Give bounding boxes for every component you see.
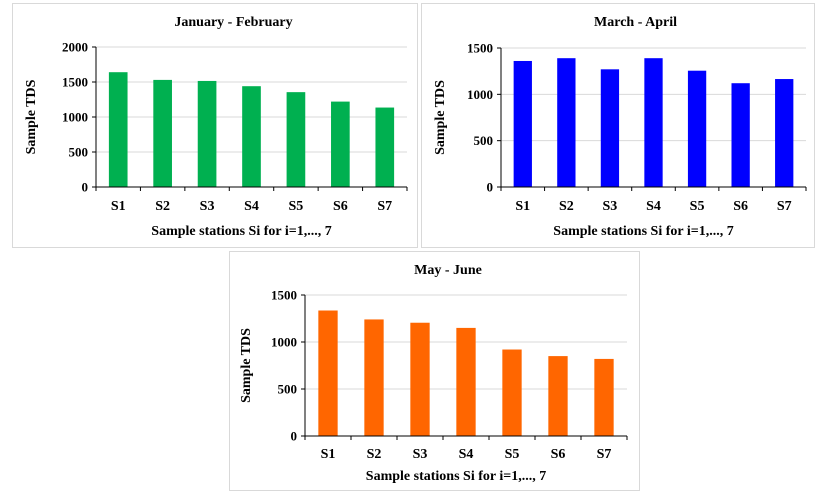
bar-s1: [108, 72, 128, 187]
x-tick-label-s3: S3: [603, 199, 618, 214]
bar-s2: [153, 79, 172, 187]
y-tick-label: 1000: [467, 87, 493, 102]
y-axis-label: Sample TDS: [24, 79, 39, 154]
y-tick-label: 0: [291, 429, 298, 444]
bar-s3: [197, 80, 217, 187]
bar-s7: [594, 358, 614, 436]
x-tick-label-s4: S4: [646, 199, 661, 214]
x-tick-label-s7: S7: [777, 199, 792, 214]
bar-s6: [548, 356, 568, 436]
bar-s6: [331, 101, 350, 187]
bar-s1: [318, 310, 338, 436]
x-tick-label-s2: S2: [155, 199, 170, 214]
bar-s2: [557, 58, 576, 188]
y-tick-label: 1500: [467, 41, 493, 56]
x-tick-label-s1: S1: [321, 447, 336, 462]
x-tick-label-s2: S2: [559, 199, 574, 214]
y-axis-label: Sample TDS: [239, 328, 254, 403]
y-tick-label: 1000: [271, 335, 297, 350]
x-tick-label-s2: S2: [367, 447, 382, 462]
x-tick-label-s5: S5: [690, 199, 705, 214]
chart-svg-may-jun: 0 500 1000 1500 S1 S2 S3 S4 S5 S6 S7 May - June Samp…: [239, 263, 628, 484]
y-tick-label: 2000: [62, 40, 88, 55]
x-tick-label-s6: S6: [333, 199, 348, 214]
x-tick-label-s3: S3: [413, 447, 428, 462]
bar-s7: [375, 107, 395, 187]
bar-s7: [775, 79, 794, 187]
chart-title: May - June: [414, 263, 482, 278]
chart-svg-jan-feb: 0 500 1000 1500 2000 S1 S2 S3 S4 S5 S6 S7 January - …: [24, 15, 408, 239]
x-tick-label-s7: S7: [377, 199, 392, 214]
y-tick-label: 1500: [62, 75, 88, 90]
bar-s5: [286, 92, 306, 187]
y-tick-label: 0: [487, 180, 494, 195]
x-tick-label-s4: S4: [459, 447, 474, 462]
y-tick-label: 500: [278, 382, 298, 397]
bar-s4: [456, 327, 476, 436]
bar-s1: [513, 60, 532, 188]
chart-title: January - February: [174, 15, 292, 30]
chart-title: March - April: [594, 15, 677, 30]
x-tick-label-s5: S5: [505, 447, 520, 462]
y-tick-label: 500: [474, 133, 494, 148]
y-tick-label: 0: [82, 180, 89, 195]
chart-panel-jan-feb: 0 500 1000 1500 2000 S1 S2 S3 S4 S5 S6 S7 January - …: [12, 3, 418, 248]
y-tick-label: 1000: [62, 110, 88, 125]
bar-s2: [364, 319, 384, 436]
x-tick-label-s1: S1: [515, 199, 530, 214]
bar-s4: [644, 58, 663, 188]
bar-s5: [687, 70, 707, 187]
x-tick-label-s7: S7: [597, 447, 612, 462]
x-tick-label-s6: S6: [551, 447, 566, 462]
bar-s6: [731, 83, 750, 187]
y-tick-label: 500: [69, 145, 89, 160]
x-axis-label: Sample stations Si for i=1,..., 7: [553, 224, 733, 239]
bar-s3: [410, 322, 430, 436]
bar-s4: [242, 86, 261, 187]
x-axis-label: Sample stations Si for i=1,..., 7: [366, 469, 546, 484]
chart-svg-mar-apr: 0 500 1000 1500 S1 S2 S3 S4 S5 S6 S7 March - April S…: [433, 15, 807, 239]
chart-panel-mar-apr: 0 500 1000 1500 S1 S2 S3 S4 S5 S6 S7 March - April S…: [421, 3, 815, 248]
bar-s5: [502, 349, 522, 436]
y-tick-label: 1500: [271, 288, 297, 303]
x-tick-label-s6: S6: [733, 199, 748, 214]
y-axis-label: Sample TDS: [433, 80, 448, 155]
x-tick-label-s3: S3: [200, 199, 215, 214]
x-tick-label-s1: S1: [111, 199, 126, 214]
x-tick-label-s5: S5: [289, 199, 304, 214]
x-tick-label-s4: S4: [244, 199, 259, 214]
x-axis-label: Sample stations Si for i=1,..., 7: [151, 224, 331, 239]
bar-s3: [600, 69, 620, 187]
chart-panel-may-jun: 0 500 1000 1500 S1 S2 S3 S4 S5 S6 S7 May - June Samp…: [229, 251, 640, 491]
